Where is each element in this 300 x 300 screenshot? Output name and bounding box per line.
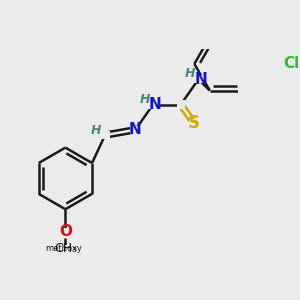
FancyBboxPatch shape <box>189 119 199 128</box>
FancyBboxPatch shape <box>192 75 205 83</box>
Text: S: S <box>188 115 200 133</box>
FancyBboxPatch shape <box>177 100 185 109</box>
Text: H: H <box>140 93 150 106</box>
Text: CH₃: CH₃ <box>54 242 77 255</box>
FancyBboxPatch shape <box>147 100 160 109</box>
FancyBboxPatch shape <box>61 228 70 236</box>
FancyBboxPatch shape <box>130 126 141 134</box>
Text: N: N <box>129 122 142 137</box>
Text: Cl: Cl <box>283 56 299 71</box>
FancyBboxPatch shape <box>272 60 286 68</box>
Text: H: H <box>90 124 101 137</box>
FancyBboxPatch shape <box>100 131 110 139</box>
Text: methoxy: methoxy <box>46 244 82 253</box>
Text: N: N <box>149 97 162 112</box>
FancyBboxPatch shape <box>252 60 260 68</box>
FancyBboxPatch shape <box>55 245 76 253</box>
Text: O: O <box>59 224 72 239</box>
Text: N: N <box>194 72 207 87</box>
Text: H: H <box>185 68 195 80</box>
